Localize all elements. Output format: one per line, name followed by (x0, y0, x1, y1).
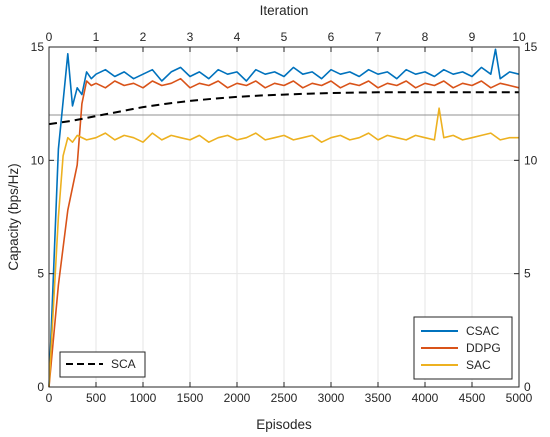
x2-tick-label: 9 (469, 30, 476, 44)
x2-tick-label: 1 (93, 30, 100, 44)
legend-sca: SCA (59, 351, 146, 378)
series-ddpg (48, 77, 520, 388)
x-tick-label: 0 (46, 391, 53, 405)
x-tick-label: 4500 (459, 391, 486, 405)
x-tick-label: 1500 (177, 391, 204, 405)
y-tick-label: 15 (31, 40, 45, 54)
y-tick-label: 0 (37, 380, 44, 394)
x2-tick-label: 5 (281, 30, 288, 44)
series-sac (48, 107, 519, 388)
series-csac (48, 48, 520, 388)
series-lines (48, 48, 520, 388)
x2-tick-label: 7 (375, 30, 382, 44)
y-tick-label-right: 5 (524, 267, 531, 281)
x2-tick-label: 6 (328, 30, 335, 44)
x-tick-label: 3000 (318, 391, 345, 405)
x-tick-label: 2500 (271, 391, 298, 405)
x2-tick-label: 4 (234, 30, 241, 44)
y-tick-label-right: 0 (524, 380, 531, 394)
legend-label-ddpg: DDPG (466, 341, 501, 355)
x-axis-label: Episodes (256, 417, 312, 432)
y-tick-label-right: 15 (524, 40, 538, 54)
legend-label-sac: SAC (466, 358, 491, 372)
y-tick-label: 5 (37, 267, 44, 281)
x2-tick-label: 2 (140, 30, 147, 44)
x-tick-label: 4000 (412, 391, 439, 405)
x2-tick-label: 8 (422, 30, 429, 44)
x-tick-label: 5000 (506, 391, 533, 405)
x2-axis-label: Iteration (260, 3, 309, 18)
x2-tick-label: 0 (46, 30, 53, 44)
y-tick-label-right: 10 (524, 153, 538, 167)
x-tick-label: 3500 (365, 391, 392, 405)
x-tick-label: 500 (86, 391, 106, 405)
legend-label-csac: CSAC (466, 324, 500, 338)
legend-label-sca: SCA (111, 357, 136, 371)
x-tick-label: 2000 (224, 391, 251, 405)
axis-ticks: 0 500 1000 1500 2000 2500 3000 3500 4000 4500 5000… (31, 30, 538, 405)
series-sca (48, 91, 519, 126)
y-axis-label: Capacity (bps/Hz) (6, 163, 21, 270)
x2-tick-label: 3 (187, 30, 194, 44)
x-tick-label: 1000 (130, 391, 157, 405)
legend-main: CSAC DDPG SAC (413, 316, 513, 380)
y-tick-label: 10 (31, 153, 45, 167)
x2-tick-label: 10 (512, 30, 526, 44)
